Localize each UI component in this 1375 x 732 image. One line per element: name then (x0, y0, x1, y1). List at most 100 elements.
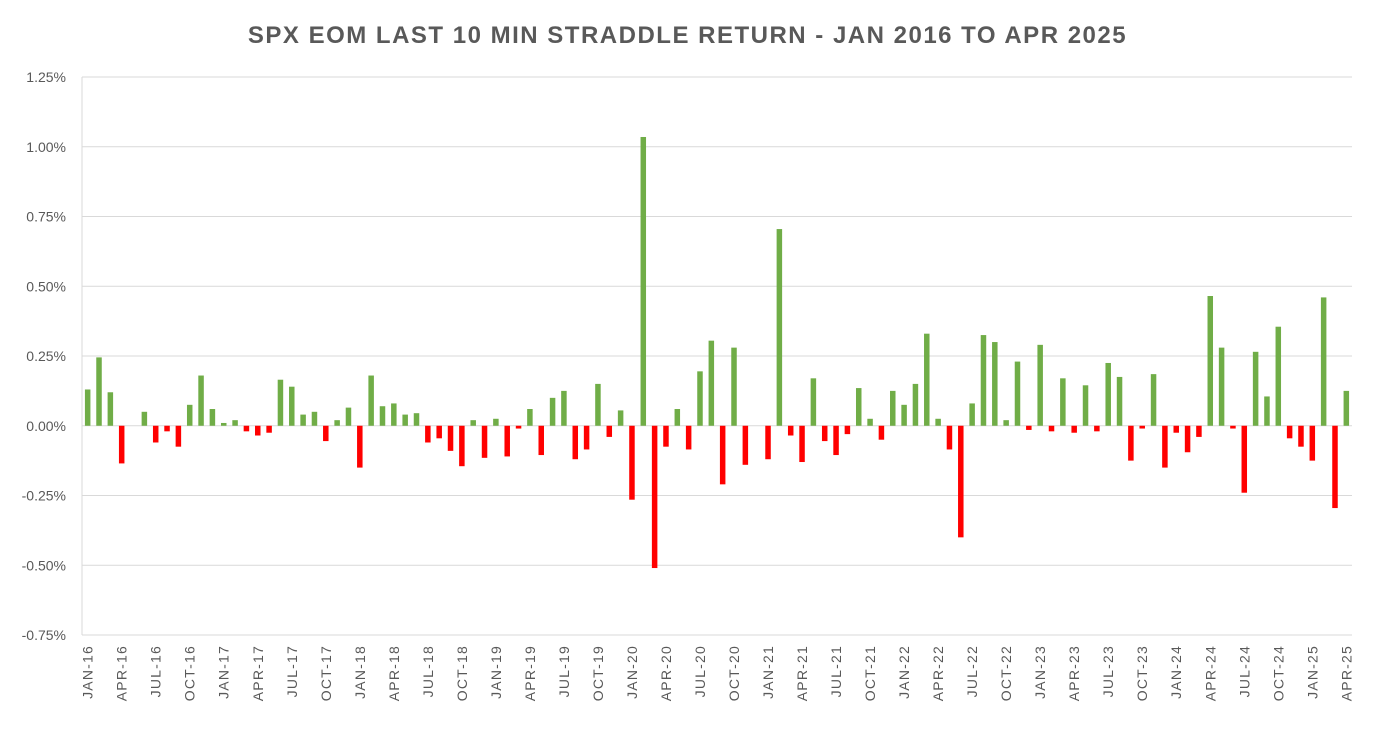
bar-may-22 (946, 425, 953, 450)
bar-oct-23 (1139, 425, 1145, 429)
bar-nov-23 (1150, 374, 1157, 426)
bar-aug-21 (844, 425, 851, 435)
bar-nov-18 (470, 420, 476, 426)
bar-aug-20 (708, 340, 715, 426)
x-tick-label: APR-16 (114, 645, 130, 701)
bar-sep-22 (992, 342, 998, 426)
bar-apr-16 (118, 425, 125, 464)
bar-mar-19 (515, 425, 522, 429)
gridlines (81, 76, 1352, 636)
bar-feb-24 (1184, 425, 1191, 453)
bar-jun-20 (685, 425, 692, 450)
bar-dec-24 (1298, 425, 1304, 447)
bar-feb-20 (640, 136, 647, 426)
bar-nov-20 (742, 425, 749, 465)
bar-jul-16 (152, 425, 159, 443)
bar-feb-16 (96, 357, 102, 426)
bar-jun-22 (958, 425, 964, 538)
y-tick-label: 0.50% (26, 278, 66, 294)
bar-dec-18 (481, 425, 488, 458)
x-tick-label: JAN-25 (1304, 645, 1320, 699)
x-tick-label: JAN-20 (624, 645, 640, 699)
bar-apr-25 (1343, 390, 1350, 426)
bar-jun-21 (821, 425, 828, 442)
y-tick-label: -0.25% (22, 488, 66, 504)
bar-feb-19 (504, 425, 510, 457)
bar-sep-24 (1264, 396, 1270, 426)
bar-jun-24 (1230, 425, 1236, 429)
bar-dec-21 (890, 390, 896, 426)
bar-apr-18 (391, 403, 397, 426)
bar-may-20 (674, 409, 681, 426)
x-tick-label: JAN-18 (352, 645, 368, 699)
bar-mar-20 (651, 425, 658, 569)
bar-sep-21 (855, 388, 862, 426)
x-tick-label: JAN-19 (488, 645, 504, 699)
bar-aug-24 (1252, 351, 1259, 426)
bar-dec-17 (345, 407, 352, 426)
bar-jan-25 (1309, 425, 1316, 461)
bar-oct-20 (731, 347, 737, 426)
bar-jan-20 (629, 425, 635, 500)
y-tick-label: 0.25% (26, 348, 66, 364)
bar-mar-17 (243, 425, 250, 432)
bar-nov-21 (878, 425, 885, 440)
x-tick-label: OCT-22 (998, 645, 1014, 701)
bar-aug-22 (980, 335, 987, 426)
bar-mar-22 (924, 333, 930, 426)
y-tick-label: 1.25% (26, 69, 66, 85)
bar-jan-24 (1173, 425, 1179, 433)
bar-apr-24 (1207, 296, 1214, 426)
x-tick-label: JUL-23 (1100, 645, 1116, 697)
bar-mar-23 (1060, 378, 1066, 426)
bar-sep-16 (175, 425, 182, 447)
x-tick-label: APR-21 (794, 645, 810, 701)
x-tick-label: JUL-16 (148, 645, 164, 697)
bar-jan-22 (901, 404, 907, 426)
bar-apr-23 (1071, 425, 1077, 433)
x-tick-label: JUL-17 (284, 645, 300, 697)
bar-jul-17 (289, 386, 295, 426)
x-tick-label: OCT-17 (318, 645, 334, 701)
x-tick-label: APR-25 (1338, 645, 1354, 701)
x-tick-label: JUL-22 (964, 645, 980, 697)
bar-mar-25 (1332, 425, 1338, 509)
bar-jul-23 (1105, 362, 1111, 426)
bar-feb-23 (1048, 425, 1055, 432)
bar-feb-18 (368, 375, 374, 426)
bar-aug-16 (164, 425, 170, 432)
x-tick-label: APR-19 (522, 645, 538, 701)
bar-jun-23 (1094, 425, 1100, 432)
bar-jul-19 (561, 390, 567, 426)
bar-sep-23 (1128, 425, 1134, 461)
bar-jan-18 (357, 425, 363, 468)
bar-jul-22 (969, 403, 975, 426)
bar-jan-19 (493, 418, 499, 426)
bar-jun-16 (141, 411, 148, 426)
chart-title: SPX EOM LAST 10 MIN STRADDLE RETURN - JA… (247, 22, 1128, 49)
bar-mar-24 (1196, 425, 1202, 437)
bar-apr-21 (799, 425, 805, 463)
bar-jan-21 (765, 425, 771, 460)
bar-jun-18 (413, 413, 420, 426)
x-tick-label: JAN-23 (1032, 645, 1048, 699)
bar-jul-18 (425, 425, 431, 443)
y-tick-label: 0.75% (26, 209, 66, 225)
bar-oct-19 (595, 383, 601, 426)
bar-nov-22 (1014, 361, 1021, 426)
x-tick-label: JUL-19 (556, 645, 572, 697)
x-tick-label: OCT-24 (1270, 645, 1286, 701)
x-axis-labels: JAN-16 APR-16 JUL-16 OCT-16 JAN-17 APR-17 JUL-… (80, 645, 1355, 701)
x-tick-label: JAN-22 (896, 645, 912, 699)
bar-may-18 (402, 414, 408, 426)
bar-nov-16 (198, 375, 204, 426)
bar-oct-21 (867, 418, 873, 426)
bar-may-21 (810, 378, 817, 426)
bar-apr-17 (255, 425, 261, 436)
bar-dec-19 (617, 410, 624, 426)
y-axis-labels: -0.75% -0.50% -0.25% 0.00% 0.25% 0.50% 0.75% 1.… (22, 69, 66, 643)
bar-aug-23 (1116, 376, 1123, 426)
y-tick-label: 0.00% (26, 418, 66, 434)
x-tick-label: OCT-19 (590, 645, 606, 701)
